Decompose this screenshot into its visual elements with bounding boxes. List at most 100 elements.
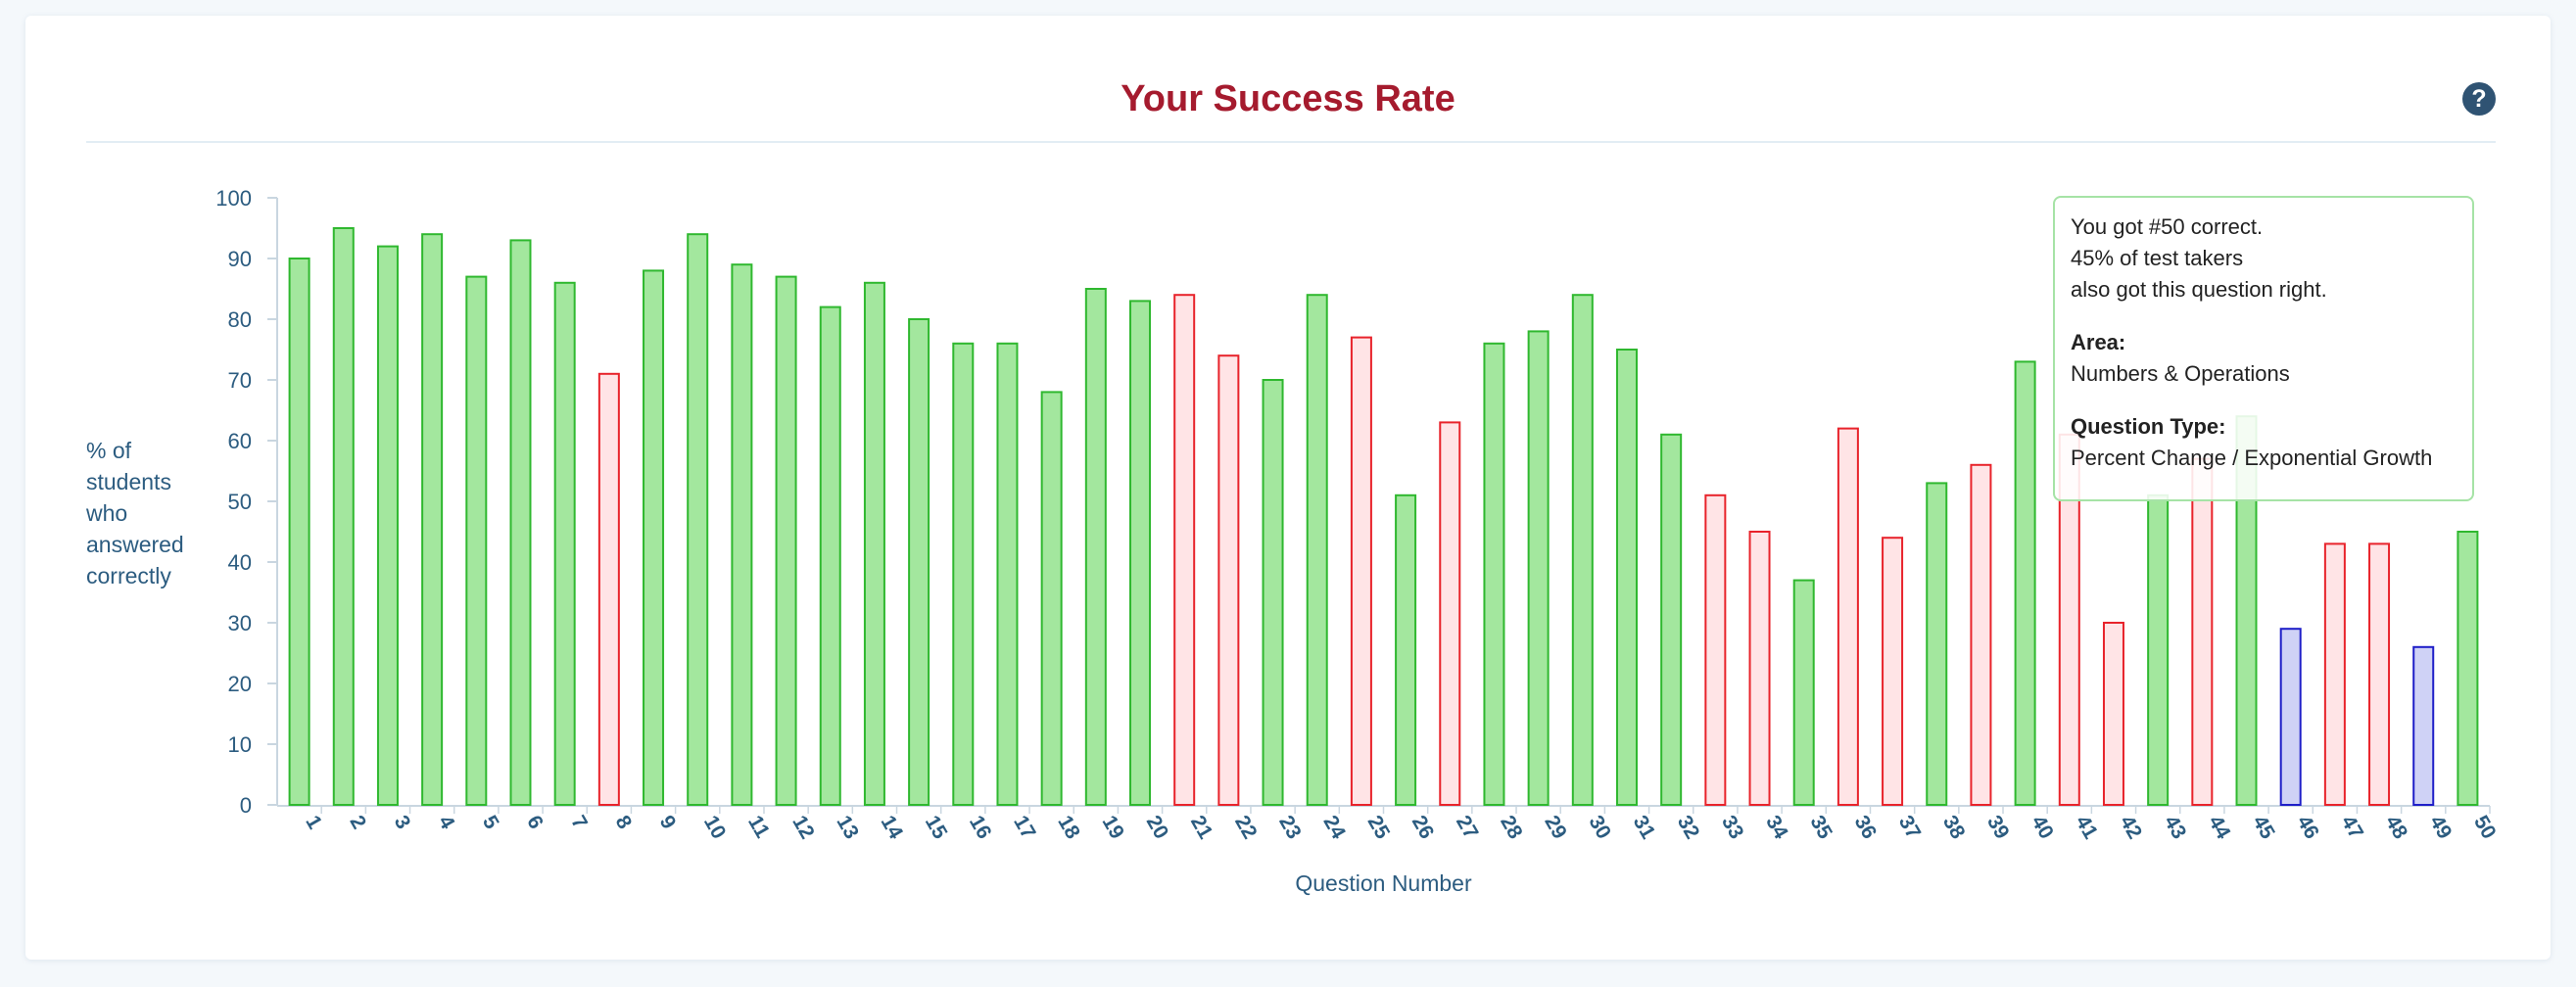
bar-q33 <box>1704 494 1727 806</box>
bar-q13 <box>819 306 841 806</box>
bar-q21 <box>1173 294 1196 806</box>
bar-q16 <box>952 342 975 806</box>
y-tick-label: 90 <box>228 247 252 271</box>
y-tick-label: 80 <box>228 307 252 332</box>
x-tick-label: 8 <box>611 812 637 833</box>
x-tick-label: 23 <box>1274 812 1306 843</box>
x-tick-label: 18 <box>1053 812 1084 843</box>
x-tick-label: 4 <box>434 812 459 833</box>
x-tick-label: 10 <box>699 812 731 843</box>
x-tick-label: 43 <box>2160 812 2191 843</box>
bar-q47 <box>2323 542 2346 807</box>
x-tick-label: 37 <box>1894 812 1926 843</box>
bar-q8 <box>597 372 620 806</box>
x-tick-label: 3 <box>390 812 415 833</box>
bar-q36 <box>1837 427 1859 806</box>
bar-q10 <box>687 233 709 806</box>
tooltip-type-label: Question Type: <box>2071 414 2226 439</box>
y-tick-label: 40 <box>228 550 252 575</box>
bar-q9 <box>643 269 665 806</box>
x-tick-label: 12 <box>787 812 819 843</box>
x-tick-label: 42 <box>2116 812 2147 843</box>
x-tick-label: 13 <box>832 812 863 843</box>
x-tick-label: 28 <box>1496 812 1527 843</box>
y-tick-label: 0 <box>240 793 252 818</box>
bar-q23 <box>1262 379 1284 806</box>
bar-q50 <box>2457 531 2479 806</box>
bar-q31 <box>1615 349 1638 806</box>
bar-q38 <box>1926 482 1948 806</box>
x-tick-label: 22 <box>1230 812 1262 843</box>
x-tick-label: 47 <box>2337 812 2368 843</box>
x-tick-label: 21 <box>1186 812 1217 843</box>
x-tick-label: 34 <box>1761 812 1792 843</box>
x-tick-label: 35 <box>1805 812 1837 843</box>
y-tick-label: 60 <box>228 429 252 453</box>
bar-q4 <box>421 233 444 806</box>
question-tooltip: You got #50 correct. 45% of test takers … <box>2053 196 2474 501</box>
bar-q11 <box>731 263 753 806</box>
x-tick-label: 7 <box>566 812 592 833</box>
bar-q39 <box>1970 463 1992 806</box>
x-tick-label: 27 <box>1452 812 1483 843</box>
x-tick-label: 41 <box>2071 812 2102 843</box>
x-tick-label: 49 <box>2425 812 2457 843</box>
x-tick-label: 39 <box>1982 812 2014 843</box>
tooltip-note: also got this question right. <box>2071 277 2327 302</box>
bar-q19 <box>1084 288 1107 806</box>
chart-title: Your Success Rate <box>1121 78 1455 119</box>
bar-q12 <box>775 275 797 807</box>
x-tick-label: 11 <box>743 812 774 842</box>
x-tick-label: 32 <box>1673 812 1704 843</box>
x-tick-label: 9 <box>655 812 681 833</box>
bar-q32 <box>1660 433 1683 806</box>
tooltip-area-value: Numbers & Operations <box>2071 361 2290 386</box>
bar-q28 <box>1483 342 1505 806</box>
x-tick-label: 17 <box>1009 812 1040 843</box>
bar-q44 <box>2191 457 2214 806</box>
bar-q14 <box>863 281 885 806</box>
bar-q26 <box>1395 494 1417 806</box>
tooltip-area-label: Area: <box>2071 330 2126 354</box>
bar-q17 <box>996 342 1019 806</box>
x-tick-label: 2 <box>345 812 370 833</box>
bar-q42 <box>2102 622 2124 806</box>
x-tick-label: 38 <box>1938 812 1970 843</box>
bar-q3 <box>376 245 399 807</box>
y-tick-label: 70 <box>228 368 252 393</box>
bar-q27 <box>1439 421 1461 806</box>
x-tick-label: 15 <box>921 812 952 843</box>
bar-q18 <box>1040 391 1063 806</box>
question-circle-icon[interactable]: ? <box>2462 82 2496 116</box>
bar-q1 <box>288 258 310 806</box>
bar-q6 <box>509 239 532 806</box>
x-tick-label: 19 <box>1097 812 1128 843</box>
bar-q48 <box>2368 542 2391 807</box>
bar-q49 <box>2412 645 2435 806</box>
tooltip-result: You got #50 correct. <box>2071 214 2264 239</box>
x-tick-label: 6 <box>522 812 548 833</box>
bar-q25 <box>1350 336 1372 806</box>
x-tick-label: 20 <box>1142 812 1173 843</box>
x-tick-label: 5 <box>478 812 503 833</box>
x-tick-label: 48 <box>2381 812 2412 843</box>
x-tick-label: 26 <box>1407 812 1439 843</box>
y-tick-label: 10 <box>228 732 252 757</box>
bar-q15 <box>908 318 930 806</box>
x-tick-label: 31 <box>1629 812 1660 843</box>
x-tick-label: 30 <box>1584 812 1615 843</box>
x-tick-label: 50 <box>2469 812 2501 843</box>
bar-q2 <box>332 227 355 806</box>
x-tick-label: 45 <box>2248 812 2279 843</box>
bar-q20 <box>1129 300 1152 806</box>
bar-q43 <box>2147 494 2170 806</box>
tooltip-type-value: Percent Change / Exponential Growth <box>2071 446 2433 470</box>
bar-q37 <box>1882 537 1904 806</box>
bar-q30 <box>1571 294 1594 806</box>
x-tick-label: 29 <box>1540 812 1571 843</box>
bar-q5 <box>465 275 488 807</box>
title-divider <box>86 141 2496 143</box>
x-tick-label: 25 <box>1363 812 1395 843</box>
y-tick-label: 100 <box>215 186 252 211</box>
